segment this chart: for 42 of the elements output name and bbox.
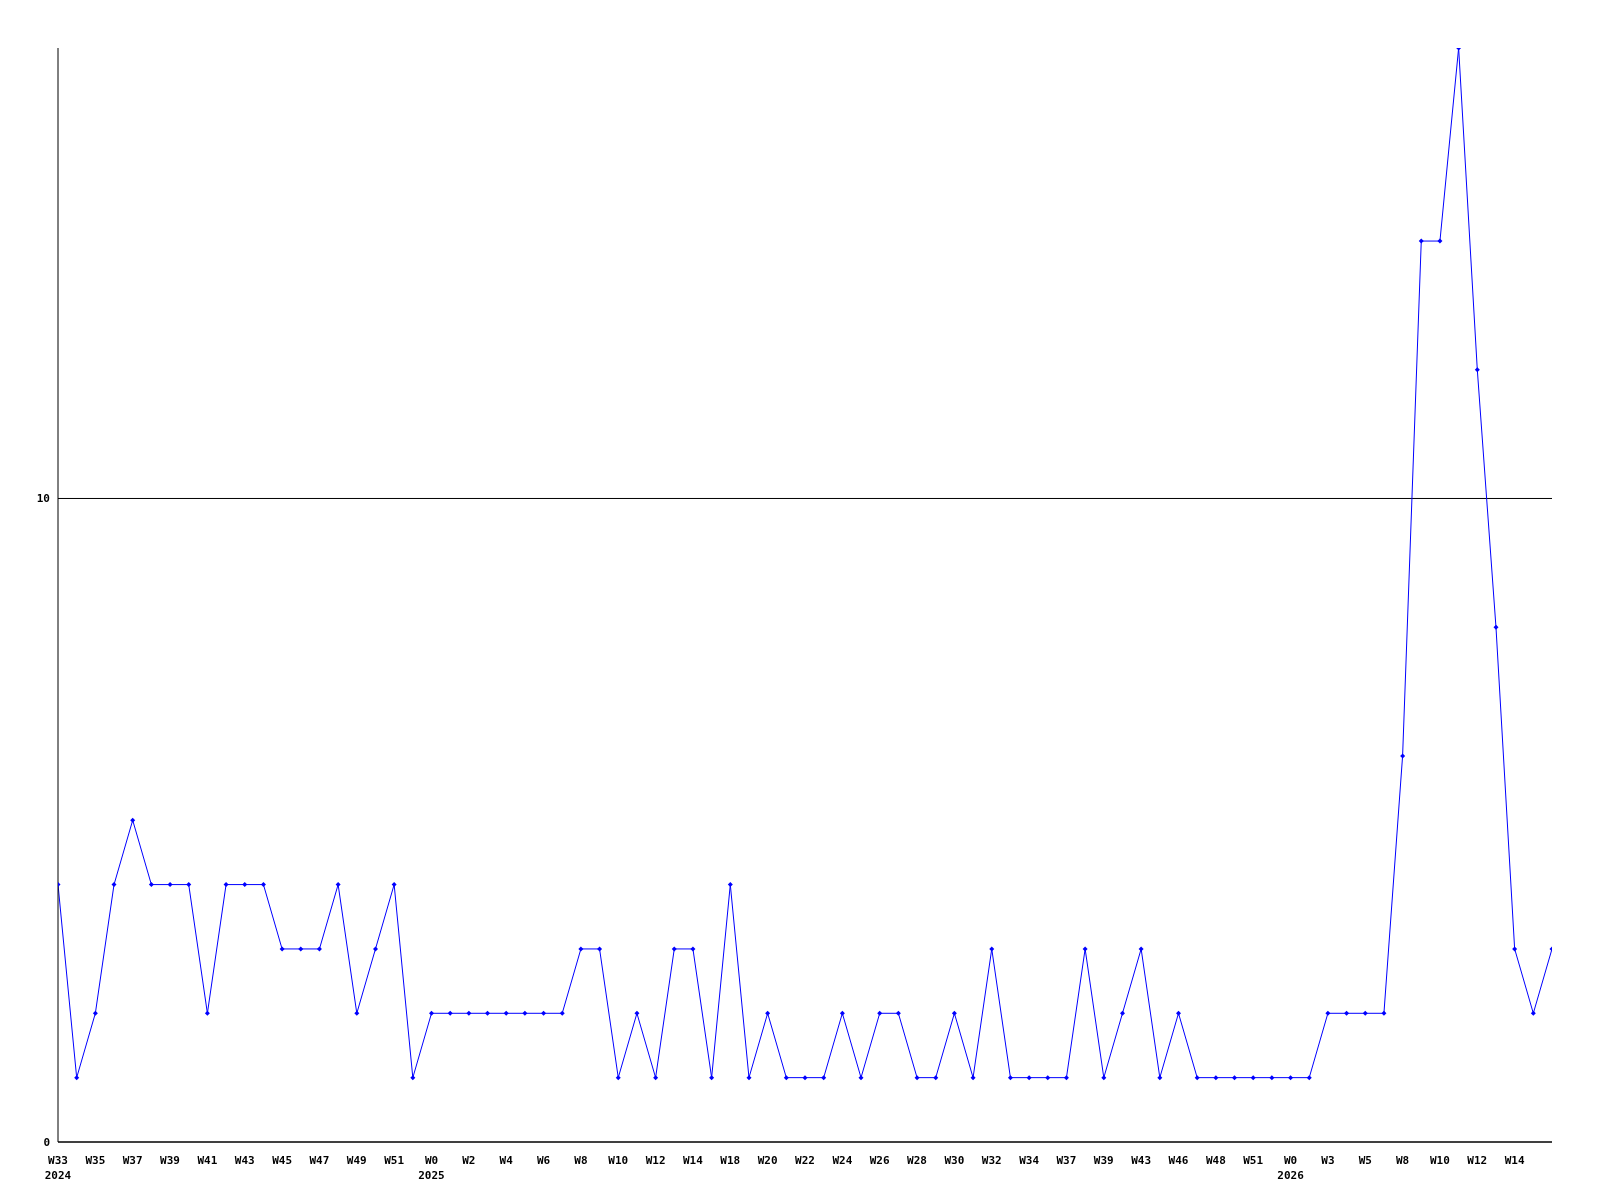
x-tick-label: W34 xyxy=(1019,1154,1040,1167)
x-tick-label: W3 xyxy=(1321,1154,1335,1167)
y-tick-label: 10 xyxy=(36,492,50,506)
x-tick-label: W22 xyxy=(795,1154,815,1167)
x-tick-label: W28 xyxy=(907,1154,927,1167)
x-tick-label: W30 xyxy=(944,1154,965,1167)
x-tick-label: W49 xyxy=(346,1154,367,1167)
x-tick-label: W0 2026 xyxy=(1277,1154,1305,1182)
x-tick-label: W51 xyxy=(384,1154,405,1167)
x-tick-label: W35 xyxy=(85,1154,106,1167)
x-tick-label: W6 xyxy=(536,1154,551,1167)
x-tick-label: W12 xyxy=(1467,1154,1488,1167)
x-tick-label: W14 xyxy=(683,1154,704,1167)
x-tick-label: W41 xyxy=(197,1154,218,1167)
x-tick-label: W33 2024 xyxy=(44,1154,72,1182)
x-tick-label: W43 xyxy=(234,1154,255,1167)
x-tick-label: W39 xyxy=(1093,1154,1114,1167)
x-tick-label: W51 xyxy=(1243,1154,1264,1167)
x-tick-label: W24 xyxy=(832,1154,853,1167)
x-tick-label: W43 xyxy=(1131,1154,1152,1167)
x-tick-label: W48 xyxy=(1205,1154,1226,1167)
y-tick-label: 0 xyxy=(43,1135,50,1149)
x-tick-label: W20 xyxy=(757,1154,778,1167)
x-tick-label: W14 xyxy=(1504,1154,1525,1167)
x-tick-label: W12 xyxy=(645,1154,666,1167)
x-tick-label: W37 xyxy=(122,1154,143,1167)
x-tick-label: W32 xyxy=(981,1154,1002,1167)
x-tick-label: W26 xyxy=(869,1154,891,1167)
x-tick-label: W37 xyxy=(1056,1154,1077,1167)
x-tick-label: W10 xyxy=(1430,1154,1450,1167)
x-tick-label: W47 xyxy=(309,1154,330,1167)
x-tick-label: W39 xyxy=(160,1154,180,1167)
x-tick-label: W45 xyxy=(272,1154,293,1167)
x-tick-label: W5 xyxy=(1358,1154,1372,1167)
x-tick-label: W8 xyxy=(574,1154,588,1167)
x-tick-label: W18 xyxy=(720,1154,741,1167)
x-tick-label: W4 xyxy=(499,1154,514,1167)
x-tick-label: W2 xyxy=(462,1154,476,1167)
x-tick-label: W0 2025 xyxy=(418,1154,445,1182)
x-tick-label: W8 xyxy=(1395,1154,1410,1167)
x-tick-label: W46 xyxy=(1168,1154,1189,1167)
x-tick-label: W10 xyxy=(608,1154,629,1167)
